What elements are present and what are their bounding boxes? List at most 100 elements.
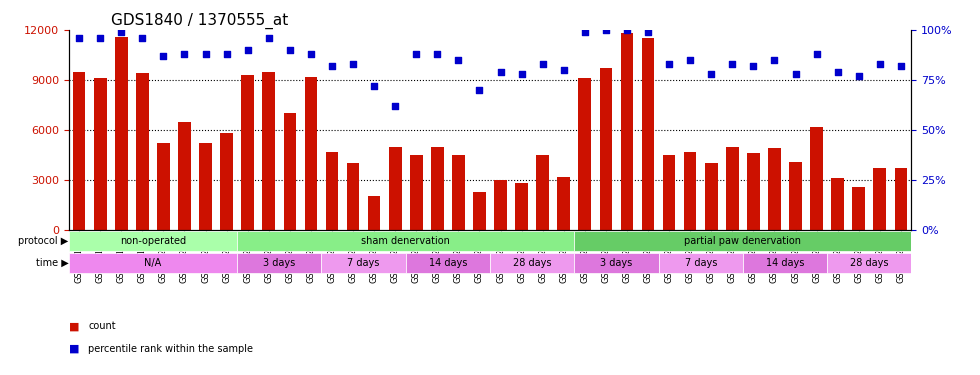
Point — [788, 71, 804, 77]
Text: percentile rank within the sample: percentile rank within the sample — [88, 344, 253, 354]
Bar — [810, 127, 823, 230]
Text: non-operated: non-operated — [120, 236, 186, 246]
Point — [409, 51, 424, 57]
Bar — [389, 147, 402, 230]
Point — [345, 61, 361, 67]
Text: 14 days: 14 days — [765, 258, 805, 268]
Text: 28 days: 28 days — [513, 258, 552, 268]
Point — [619, 27, 635, 33]
Text: protocol ▶: protocol ▶ — [19, 236, 69, 246]
Point — [72, 35, 87, 41]
Bar — [536, 155, 549, 230]
Bar — [662, 155, 675, 230]
Point — [176, 51, 192, 57]
Text: N/A: N/A — [144, 258, 162, 268]
Point — [851, 73, 866, 79]
Point — [766, 57, 782, 63]
Point — [872, 61, 888, 67]
Text: time ▶: time ▶ — [36, 258, 69, 268]
Point — [724, 61, 740, 67]
Bar — [705, 163, 717, 230]
Bar — [410, 155, 422, 230]
Point — [893, 63, 908, 69]
Bar — [283, 113, 296, 230]
Text: ■: ■ — [69, 321, 79, 331]
FancyBboxPatch shape — [827, 253, 911, 273]
Bar — [115, 37, 127, 230]
Point — [156, 53, 171, 59]
Bar — [325, 152, 338, 230]
Text: 3 days: 3 days — [264, 258, 295, 268]
Bar — [831, 178, 844, 230]
Point — [514, 71, 529, 77]
Bar — [768, 148, 781, 230]
Bar — [747, 153, 760, 230]
FancyBboxPatch shape — [743, 253, 827, 273]
Bar — [452, 155, 465, 230]
Point — [662, 61, 677, 67]
Text: partial paw denervation: partial paw denervation — [684, 236, 802, 246]
Point — [471, 87, 487, 93]
Point — [324, 63, 340, 69]
Bar — [895, 168, 907, 230]
FancyBboxPatch shape — [237, 253, 321, 273]
Point — [282, 47, 298, 53]
Point — [598, 27, 613, 33]
Bar — [853, 186, 865, 230]
Bar — [73, 72, 85, 230]
Text: ■: ■ — [69, 344, 79, 354]
Point — [577, 29, 593, 35]
Bar — [368, 196, 380, 230]
Text: 7 days: 7 days — [347, 258, 380, 268]
FancyBboxPatch shape — [321, 253, 406, 273]
Bar — [199, 143, 212, 230]
Text: 7 days: 7 days — [684, 258, 717, 268]
FancyBboxPatch shape — [574, 253, 659, 273]
Point — [114, 29, 129, 35]
FancyBboxPatch shape — [69, 253, 237, 273]
Point — [535, 61, 551, 67]
Bar — [94, 78, 107, 230]
Bar — [136, 73, 149, 230]
FancyBboxPatch shape — [406, 253, 490, 273]
Text: sham denervation: sham denervation — [362, 236, 450, 246]
Point — [682, 57, 698, 63]
Bar — [515, 183, 528, 230]
Point — [261, 35, 276, 41]
Point — [451, 57, 466, 63]
Bar — [178, 122, 191, 230]
Bar — [642, 38, 655, 230]
Text: GDS1840 / 1370555_at: GDS1840 / 1370555_at — [111, 12, 288, 28]
Bar — [578, 78, 591, 230]
Point — [367, 83, 382, 89]
Point — [493, 69, 509, 75]
Bar — [241, 75, 254, 230]
Bar — [305, 76, 318, 230]
Bar — [157, 143, 170, 230]
FancyBboxPatch shape — [69, 231, 237, 251]
Bar — [873, 168, 886, 230]
FancyBboxPatch shape — [574, 231, 911, 251]
Point — [198, 51, 214, 57]
Point — [219, 51, 234, 57]
Bar — [220, 133, 233, 230]
Point — [92, 35, 108, 41]
Point — [830, 69, 846, 75]
Point — [746, 63, 761, 69]
Point — [303, 51, 318, 57]
FancyBboxPatch shape — [237, 231, 574, 251]
Bar — [473, 192, 486, 230]
Bar — [347, 163, 360, 230]
Bar — [789, 162, 802, 230]
Point — [387, 103, 403, 109]
FancyBboxPatch shape — [659, 253, 743, 273]
Bar — [684, 152, 697, 230]
Point — [808, 51, 824, 57]
FancyBboxPatch shape — [490, 253, 574, 273]
Text: count: count — [88, 321, 116, 331]
Text: 14 days: 14 days — [428, 258, 467, 268]
Bar — [558, 177, 570, 230]
Point — [240, 47, 256, 53]
Point — [429, 51, 445, 57]
Point — [134, 35, 150, 41]
